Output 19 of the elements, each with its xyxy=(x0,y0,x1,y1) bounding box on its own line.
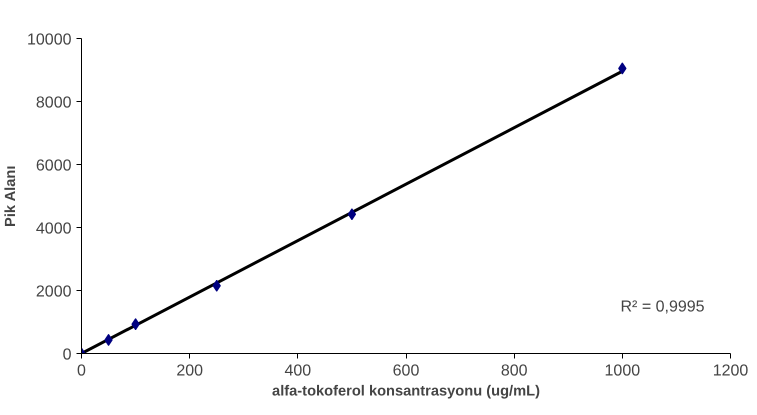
y-tick-label: 0 xyxy=(62,346,72,364)
point xyxy=(348,208,356,220)
y-tick-label: 10000 xyxy=(27,32,72,48)
x-tick-label: 1200 xyxy=(712,362,748,380)
x-tick-label: 600 xyxy=(392,362,420,380)
x-axis-title: alfa-tokoferol konsantrasyonu (ug/mL) xyxy=(272,384,540,400)
annotation: R² = 0,9995 xyxy=(620,298,705,316)
y-tick-label: 4000 xyxy=(36,220,72,238)
y-tick-label: 8000 xyxy=(36,94,72,112)
x-tick-label: 400 xyxy=(284,362,312,380)
point xyxy=(131,318,140,330)
y-axis-title: Pik Alanı xyxy=(3,166,20,227)
y-tick-label: 2000 xyxy=(36,284,72,300)
x-tick-label: 1000 xyxy=(604,362,640,380)
x-tick-label: 800 xyxy=(500,362,528,380)
x-tick-label: 0 xyxy=(77,362,86,380)
x-tick-label: 200 xyxy=(176,362,204,380)
y-tick-label: 6000 xyxy=(36,158,72,174)
point xyxy=(104,334,113,346)
